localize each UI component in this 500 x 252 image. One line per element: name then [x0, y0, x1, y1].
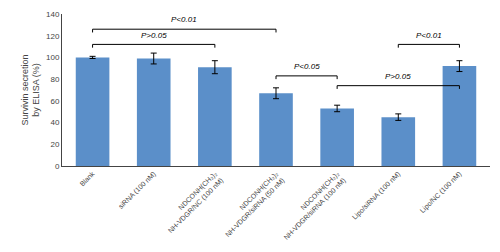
svg-text:siRNA (100 nM): siRNA (100 nM) — [117, 170, 158, 211]
svg-text:Survivin secretionby ELISA (%): Survivin secretionby ELISA (%) — [20, 54, 42, 125]
svg-text:P<0.01: P<0.01 — [171, 15, 197, 24]
svg-text:Lipo/NC (100 nM): Lipo/NC (100 nM) — [419, 170, 464, 215]
svg-text:P<0.05: P<0.05 — [294, 62, 320, 71]
svg-text:100: 100 — [46, 53, 60, 62]
svg-text:P>0.05: P>0.05 — [141, 31, 167, 40]
svg-text:20: 20 — [50, 140, 59, 149]
svg-text:140: 140 — [46, 10, 60, 19]
svg-text:Blank: Blank — [78, 170, 96, 188]
svg-text:Lipo/siRNA (100 nM): Lipo/siRNA (100 nM) — [351, 170, 402, 221]
svg-text:80: 80 — [50, 75, 59, 84]
svg-text:NDCONH(CH₂)₂NH-VDGR/NC (100 nM: NDCONH(CH₂)₂NH-VDGR/NC (100 nM) — [160, 170, 225, 235]
svg-text:NDCONH(CH₂)₂NH-VDGR/siRNA (100: NDCONH(CH₂)₂NH-VDGR/siRNA (100 nM) — [276, 170, 348, 242]
svg-text:P<0.01: P<0.01 — [416, 31, 442, 40]
svg-text:40: 40 — [50, 118, 59, 127]
svg-text:120: 120 — [46, 32, 60, 41]
svg-text:0: 0 — [55, 162, 60, 171]
svg-text:P>0.05: P>0.05 — [385, 72, 411, 81]
svg-text:60: 60 — [50, 97, 59, 106]
svg-text:NDCONH(CH₂)₂NH-VDGR/siRNA (50: NDCONH(CH₂)₂NH-VDGR/siRNA (50 nM) — [218, 170, 287, 239]
